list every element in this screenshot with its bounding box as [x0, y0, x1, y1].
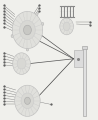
Ellipse shape — [12, 11, 43, 49]
Ellipse shape — [63, 22, 70, 31]
Ellipse shape — [41, 22, 44, 25]
Bar — [82, 46, 87, 49]
Ellipse shape — [24, 97, 30, 104]
Ellipse shape — [21, 93, 34, 109]
Ellipse shape — [20, 20, 35, 40]
Ellipse shape — [24, 25, 31, 35]
Ellipse shape — [26, 48, 29, 51]
Ellipse shape — [15, 85, 40, 116]
Ellipse shape — [36, 13, 38, 16]
Bar — [74, 50, 83, 67]
Ellipse shape — [13, 53, 30, 74]
Bar — [83, 48, 85, 116]
Ellipse shape — [60, 18, 74, 35]
Ellipse shape — [11, 35, 14, 38]
Ellipse shape — [17, 58, 26, 69]
